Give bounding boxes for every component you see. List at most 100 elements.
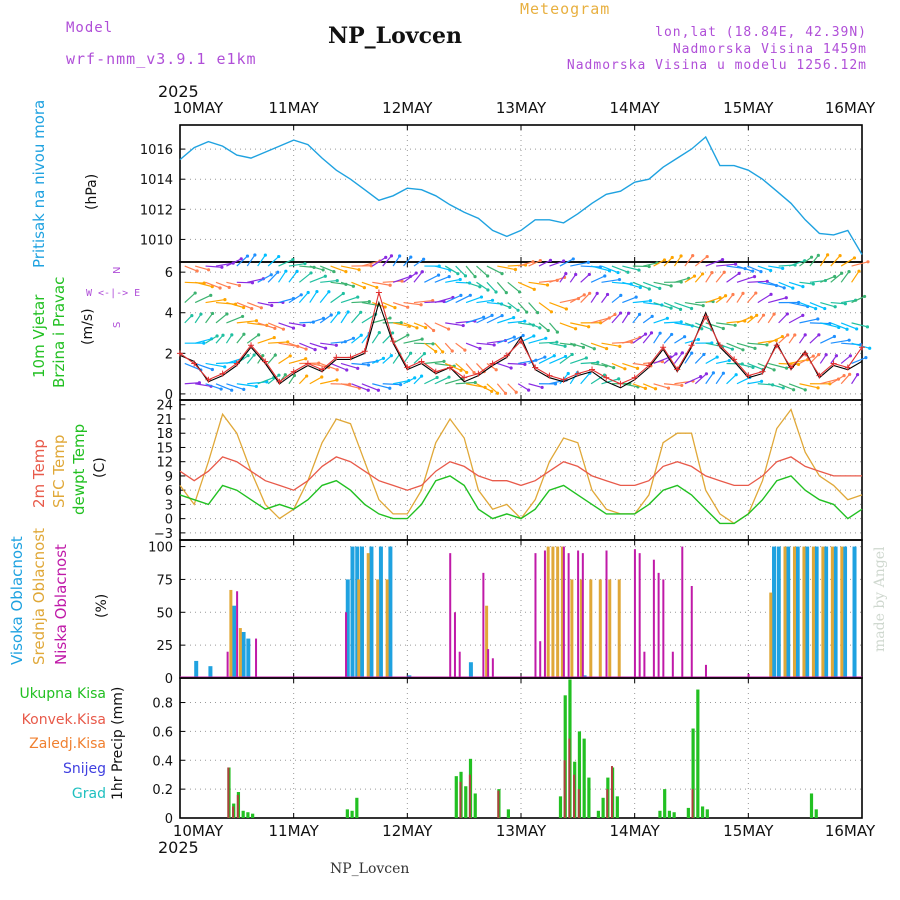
wind-arrow-head <box>658 286 662 290</box>
wind-arrow <box>684 255 694 267</box>
wind-arrow-head <box>689 306 694 311</box>
total-precip-bar <box>558 796 563 818</box>
wind-arrow <box>309 317 324 324</box>
wind-arrow <box>246 354 255 364</box>
wind-arrow-head <box>791 388 796 392</box>
wind-arrow <box>195 383 212 387</box>
wind-gust-marker <box>432 368 439 375</box>
total-precip-bar <box>809 793 814 818</box>
low-cloud-bar <box>643 651 646 678</box>
wind-arrow <box>267 256 280 267</box>
time-label: 14MAY <box>609 99 660 117</box>
wind-arrow-head <box>486 274 490 278</box>
wind-arrow <box>840 355 851 364</box>
total-precip-bar <box>350 810 354 818</box>
wind-arrow-head <box>230 388 234 392</box>
wind-arrow-head <box>389 354 393 358</box>
low-cloud-bar <box>605 550 608 678</box>
model-label: Model <box>66 20 114 36</box>
wind-arrow-head <box>648 299 653 303</box>
wind-arrow <box>455 294 471 304</box>
wind-arrow <box>590 293 598 303</box>
wind-arrow <box>830 301 846 305</box>
wind-arrow <box>486 315 503 324</box>
wind-arrow-head <box>751 269 755 273</box>
y-tick-label: −3 <box>154 527 173 542</box>
wind-arrow <box>695 300 714 304</box>
wind-arrow-head <box>670 332 674 337</box>
wind-arrow <box>768 362 787 369</box>
wind-arrow <box>434 322 449 330</box>
y-tick-label: 6 <box>165 266 173 281</box>
wind-arrow-head <box>273 353 277 357</box>
wind-arrow-head <box>582 293 586 297</box>
wind-arrow <box>194 313 202 324</box>
wind-arrow-head <box>504 291 508 295</box>
wind-arrow-head <box>210 311 215 316</box>
wind-arrow-head <box>239 257 243 261</box>
model-name: wrf-nmm_v3.9.1 e1km <box>66 50 257 68</box>
wind-arrow <box>455 363 468 373</box>
wind-arrow-head <box>765 343 769 347</box>
wind-arrow <box>205 335 218 344</box>
wind-arrow <box>788 383 806 391</box>
wind-arrow-head <box>721 371 725 375</box>
wind-arrow-head <box>220 265 224 269</box>
wind-arrow <box>819 354 827 364</box>
wind-arrow <box>267 374 280 385</box>
wind-arrow-head <box>398 254 402 258</box>
wind-arrow <box>267 354 276 364</box>
wind-arrow <box>298 272 312 283</box>
wind-arrow-head <box>612 366 616 370</box>
wind-arrow-head <box>637 312 642 317</box>
wind-arrow <box>632 314 641 324</box>
wind-arrow <box>622 265 640 271</box>
wind-arrow <box>184 281 205 284</box>
wind-arrow <box>278 258 294 267</box>
wind-arrow <box>225 334 233 344</box>
wind-arrow <box>247 381 267 385</box>
wind-arrow <box>445 378 463 385</box>
wind-arrow-head <box>261 354 265 358</box>
wind-arrow <box>226 281 240 287</box>
wind-arrow-head <box>627 311 631 315</box>
wind-arrow <box>434 342 444 353</box>
total-precip-bar <box>241 810 245 818</box>
wind-arrow <box>268 341 288 344</box>
wind-arrow <box>851 342 870 349</box>
wind-arrow-head <box>516 308 520 312</box>
wind-gust-marker <box>603 374 610 381</box>
wind-arrow-head <box>486 288 490 292</box>
wind-arrow-head <box>605 292 610 297</box>
wind-arrow <box>830 255 841 267</box>
wind-arrow-head <box>337 311 341 315</box>
wind-arrow-head <box>540 385 544 390</box>
wind-arrow-head <box>605 346 609 351</box>
wind-arrow <box>340 265 360 271</box>
wind-arrow-head <box>734 262 738 266</box>
y-tick-label: 18 <box>156 427 173 442</box>
wind-arrow <box>413 353 425 364</box>
wind-arrow <box>424 274 439 283</box>
wind-arrow-head <box>195 269 199 273</box>
wind-arrow <box>184 362 202 371</box>
y-tick-label: 9 <box>165 470 173 485</box>
y-tick-label: 6 <box>165 484 173 499</box>
high-cloud-bar <box>814 546 819 678</box>
low-cloud-bar <box>453 612 456 678</box>
wind-arrow-head <box>366 363 371 367</box>
wind-arrow <box>403 272 417 283</box>
wind-arrow-head <box>552 354 556 358</box>
wind-arrow <box>372 281 391 286</box>
mid-cloud-bar <box>598 579 602 678</box>
wind-arrow-head <box>848 372 852 376</box>
wind-arrow-head <box>225 312 229 316</box>
wind-arrow <box>215 361 236 365</box>
wind-arrow <box>371 332 380 344</box>
wind-arrow-head <box>463 274 468 278</box>
wind-arrow <box>663 321 682 324</box>
wind-arrow <box>267 271 279 283</box>
wind-arrow <box>840 271 850 283</box>
wind-arrow <box>590 342 607 350</box>
wind-arrow-head <box>306 290 310 295</box>
